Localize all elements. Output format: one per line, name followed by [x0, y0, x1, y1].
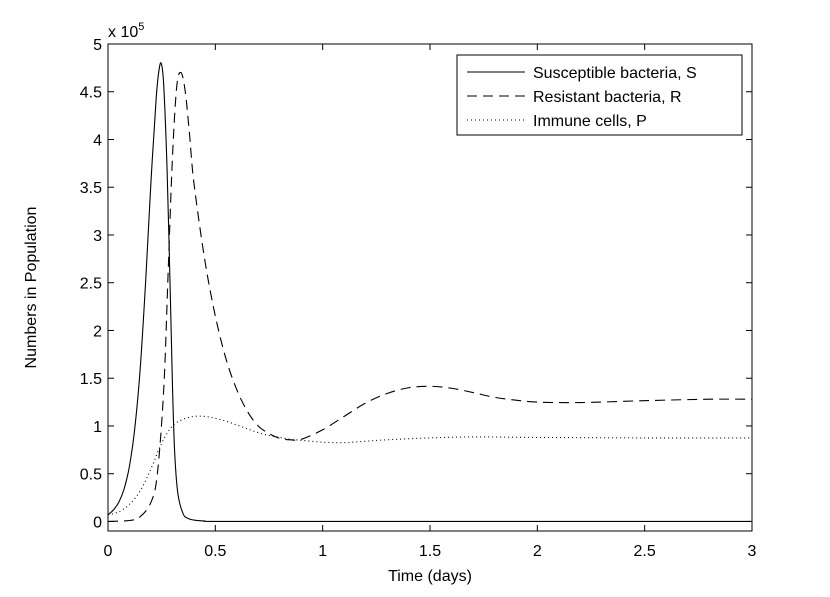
x-tick-label: 3 [748, 543, 757, 560]
y-tick-label: 3 [93, 228, 102, 245]
x-tick-label: 2.5 [634, 543, 656, 560]
legend-label-susceptible: Susceptible bacteria, S [533, 65, 697, 82]
x-tick-label: 0.5 [204, 543, 226, 560]
x-axis-label: Time (days) [388, 568, 472, 585]
y-tick-label: 1.5 [80, 371, 102, 388]
y-tick-label: 0.5 [80, 467, 102, 484]
series-line-immune [107, 415, 753, 516]
x-tick-label: 1 [318, 543, 327, 560]
legend-label-immune: Immune cells, P [533, 113, 647, 130]
y-tick-label: 5 [93, 37, 102, 54]
series-line-susceptible [107, 62, 753, 523]
y-tick-label: 4.5 [80, 85, 102, 102]
y-tick-label: 1 [93, 419, 102, 436]
x-tick-label: 2 [533, 543, 542, 560]
series-line-resistant [107, 71, 753, 522]
y-tick-label: 3.5 [80, 180, 102, 197]
x-tick-label: 1.5 [419, 543, 441, 560]
y-axis: 0 0.5 1 1.5 2 2.5 3 3.5 4 4.5 5 [80, 37, 752, 531]
y-tick-label: 2 [93, 323, 102, 340]
legend-label-resistant: Resistant bacteria, R [533, 89, 682, 106]
y-tick-label: 0 [93, 514, 102, 531]
legend-box [456, 54, 743, 136]
x-axis: 0 0.5 1 1.5 2 2.5 3 [104, 44, 757, 560]
y-tick-label: 4 [93, 132, 102, 149]
y-multiplier-label: x 105 [108, 21, 144, 41]
series-group [107, 62, 753, 523]
y-axis-label: Numbers in Population [23, 207, 40, 369]
y-tick-label: 2.5 [80, 276, 102, 293]
x-tick-label: 0 [104, 543, 113, 560]
legend: Susceptible bacteria, S Resistant bacter… [456, 54, 743, 136]
